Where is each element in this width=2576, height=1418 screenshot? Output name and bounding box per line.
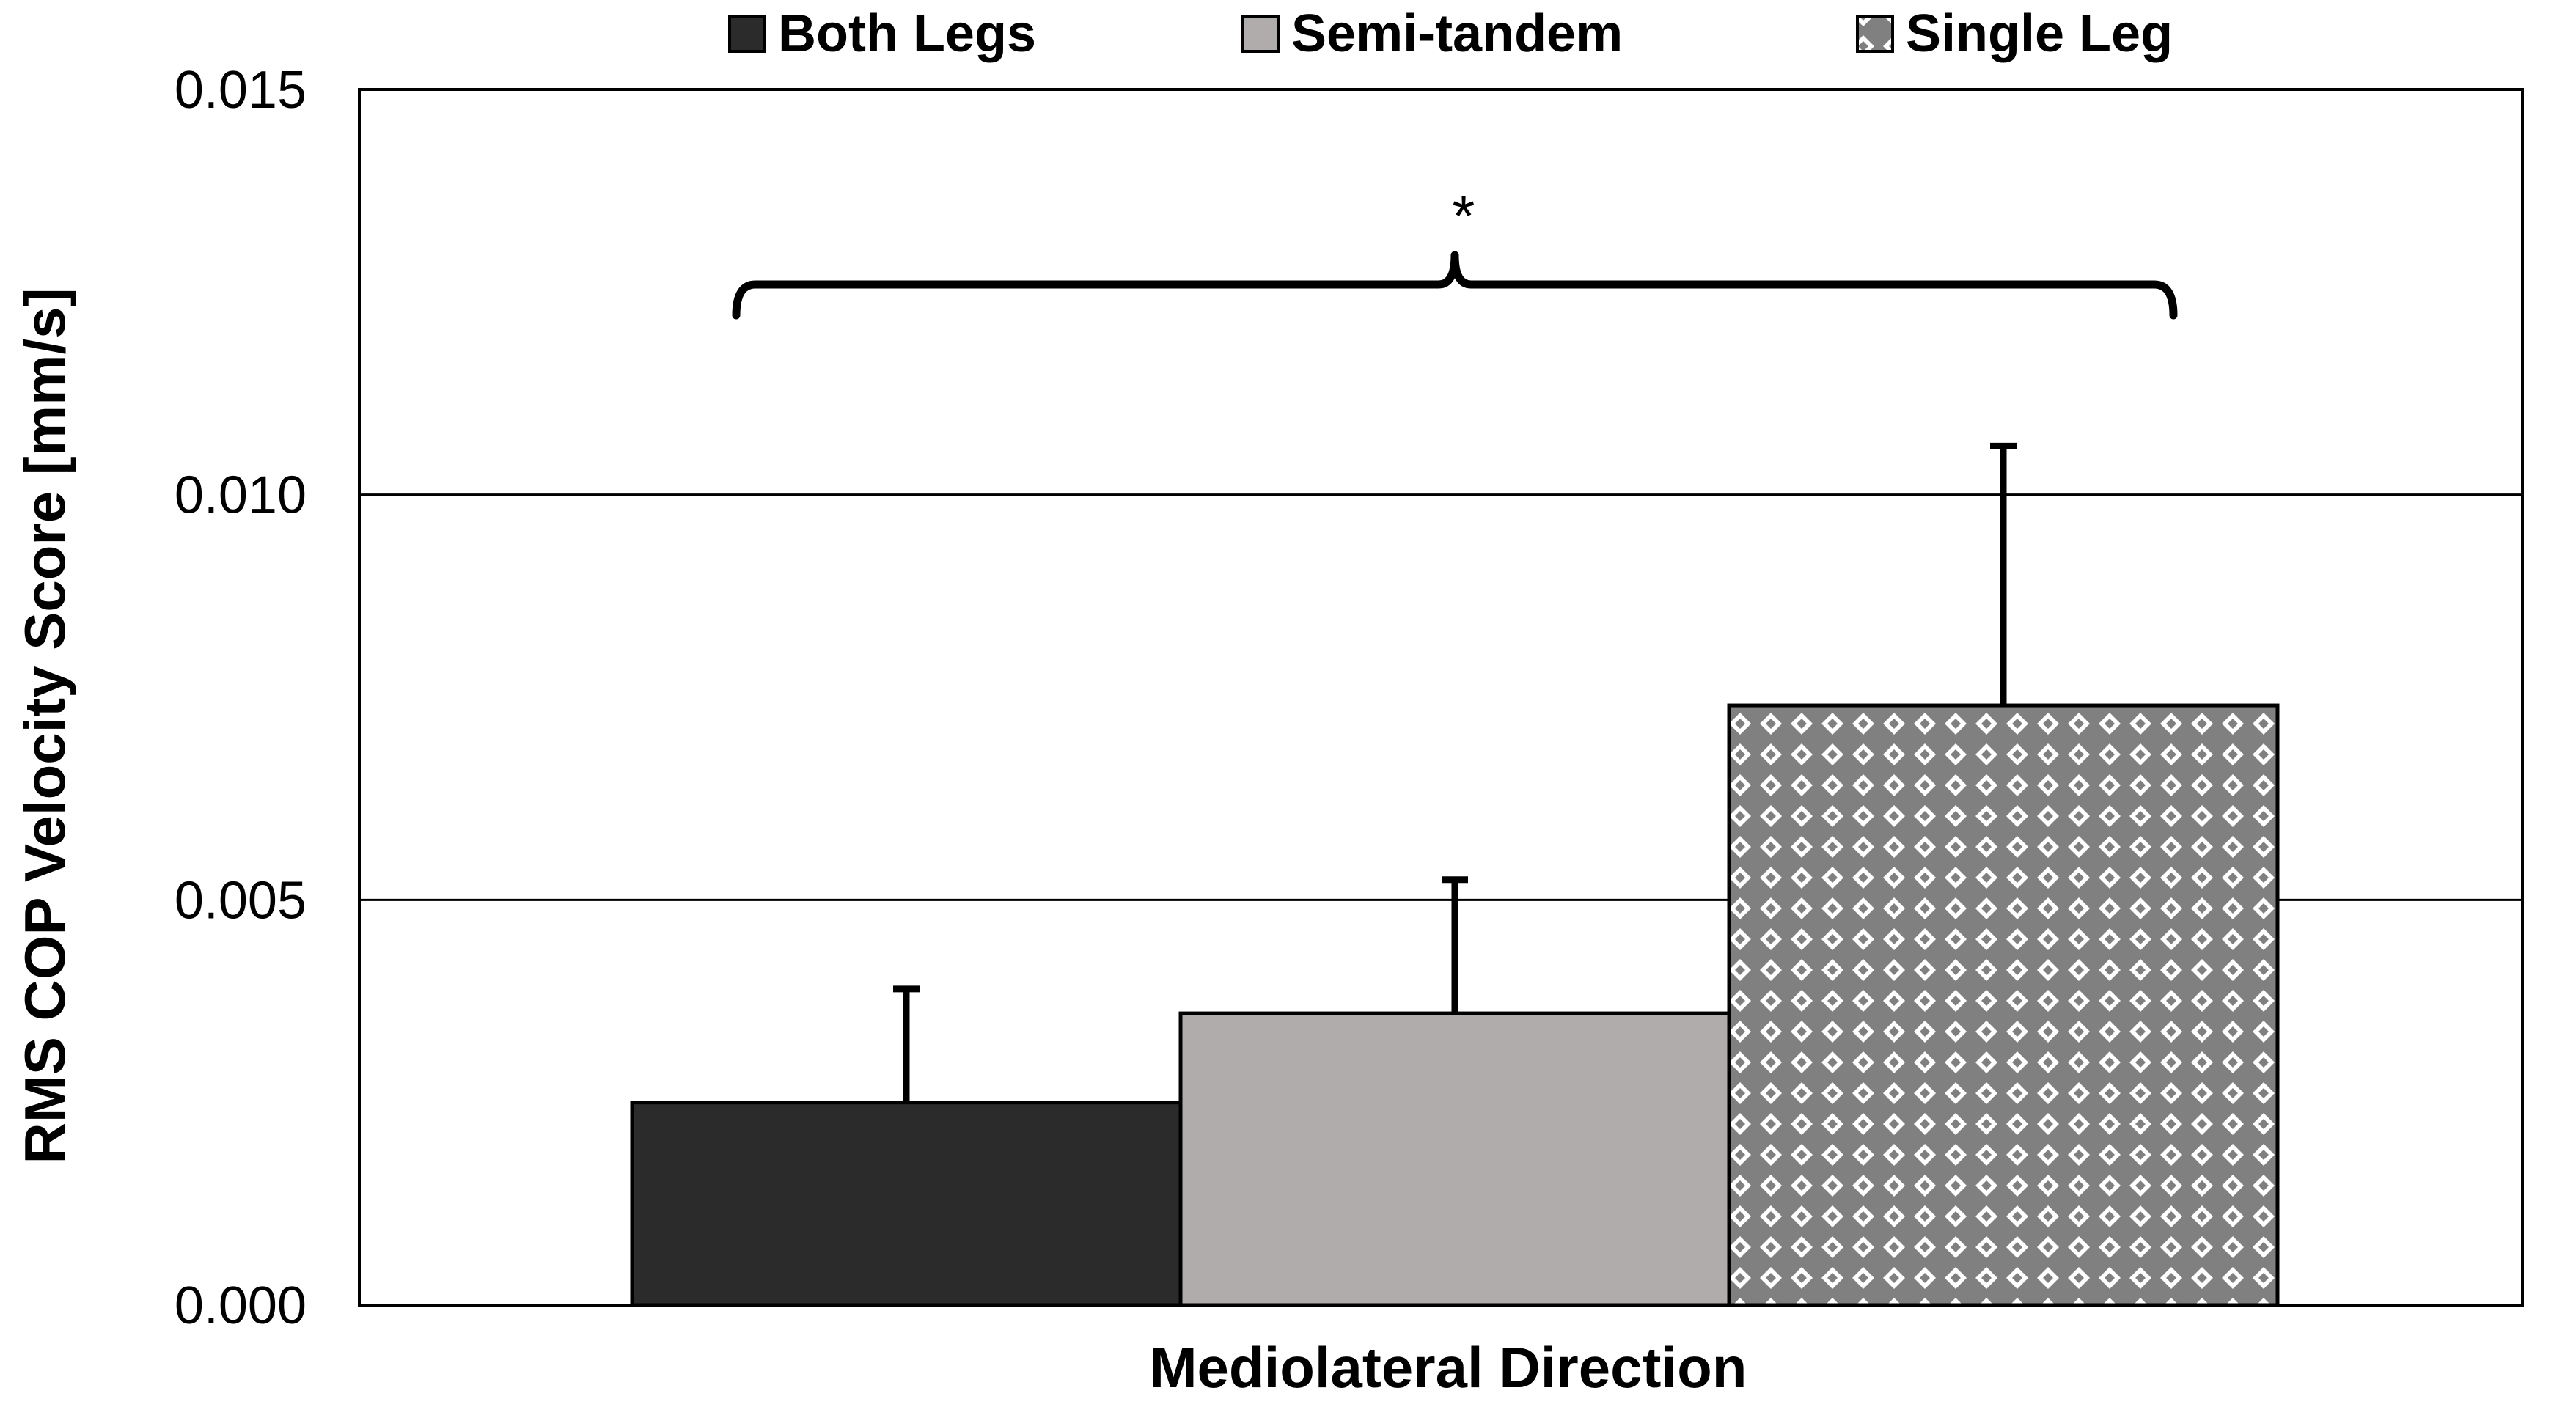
bar-semi-tandem bbox=[1178, 1011, 1731, 1307]
error-bars bbox=[893, 442, 2017, 1103]
y-axis-title: RMS COP Velocity Score [mm/s] bbox=[12, 288, 77, 1164]
bar-both-legs bbox=[630, 1101, 1183, 1307]
legend-label-single-leg: Single Leg bbox=[1906, 4, 2173, 63]
legend-label-semi-tandem: Semi-tandem bbox=[1291, 4, 1623, 63]
significance-bracket bbox=[732, 251, 2178, 320]
plot-area-border bbox=[358, 88, 2524, 1307]
plot-frame bbox=[358, 88, 2524, 1307]
y-tick-label-2: 0.010 bbox=[175, 466, 307, 525]
significance-label: * bbox=[1452, 183, 1475, 249]
bars bbox=[630, 703, 2280, 1307]
legend: Both Legs Semi-tandem Single Leg bbox=[728, 4, 2173, 63]
y-tick-label-3: 0.015 bbox=[175, 61, 307, 120]
y-tick-label-0: 0.000 bbox=[175, 1276, 307, 1335]
y-tick-label-1: 0.005 bbox=[175, 871, 307, 930]
x-axis-title: Mediolateral Direction bbox=[1150, 1335, 1747, 1400]
y-axis-ticks: 0.000 0.005 0.010 0.015 bbox=[175, 61, 307, 1335]
bar-single-leg bbox=[1727, 703, 2280, 1307]
significance-annotation: * bbox=[732, 183, 2178, 320]
legend-swatch-single-leg bbox=[1856, 15, 1894, 53]
legend-label-both-legs: Both Legs bbox=[778, 4, 1036, 63]
legend-swatch-both-legs bbox=[728, 15, 766, 53]
legend-swatch-semi-tandem bbox=[1241, 15, 1280, 53]
